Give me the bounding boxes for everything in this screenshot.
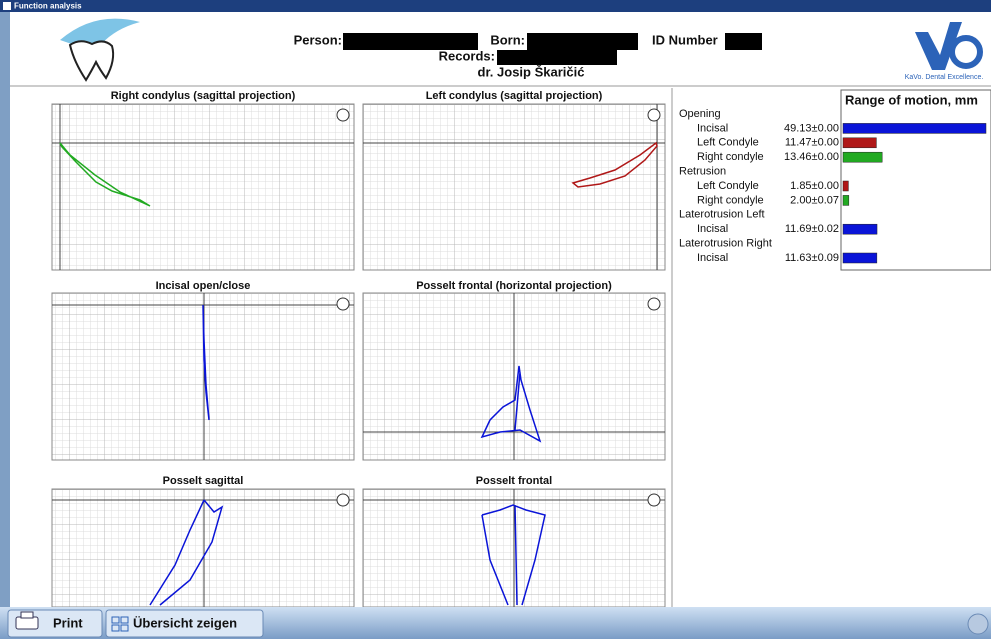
traces (59, 141, 658, 606)
id-label: ID Number (652, 32, 718, 47)
item-label: Incisal (697, 252, 728, 264)
bar (842, 195, 850, 206)
bar-frame (840, 89, 991, 271)
plot-icon (647, 108, 661, 122)
overview-button[interactable]: Übersicht zeigen (105, 609, 264, 638)
group-label: Laterotrusion Right (679, 238, 772, 250)
range-of-motion: Opening Incisal 49.13±0.00 Left Condyle 11.4… (679, 108, 987, 264)
plot-title: Posselt frontal (476, 475, 552, 487)
value-label: 11.63±0.09 (785, 252, 839, 264)
plot-grid (362, 103, 666, 271)
redaction (527, 33, 638, 50)
bar (842, 180, 849, 192)
redaction (343, 33, 478, 50)
trace (481, 504, 546, 606)
print-label[interactable]: Print (53, 615, 83, 630)
trace (149, 499, 224, 606)
group-label: Laterotrusion Left (679, 209, 765, 221)
value-label: 13.46±0.00 (784, 151, 839, 163)
item-label: Incisal (697, 122, 728, 134)
item-label: Left Condyle (697, 137, 759, 149)
tooth-logo (60, 18, 140, 82)
bar (842, 252, 878, 264)
bar (842, 223, 878, 235)
redaction (725, 33, 762, 50)
trace (571, 141, 658, 188)
window-icon (3, 2, 11, 10)
plot-title: Posselt sagittal (163, 475, 244, 487)
born-label: Born: (490, 32, 525, 47)
plots: Right condylus (sagittal projection) Left… (51, 90, 666, 608)
plot-icon (647, 493, 661, 507)
item-label: Right condyle (697, 151, 764, 163)
plot-title: Right condylus (sagittal projection) (111, 90, 296, 102)
window-title: Function analysis (14, 2, 82, 11)
value-label: 49.13±0.00 (784, 122, 839, 134)
plot-icon (647, 297, 661, 311)
doctor-name: dr. Josip Škaričić (478, 64, 585, 79)
trace (202, 304, 210, 421)
info-button[interactable] (967, 613, 989, 635)
overview-label[interactable]: Übersicht zeigen (133, 615, 237, 630)
value-label: 11.69±0.02 (785, 223, 839, 235)
group-label: Opening (679, 108, 721, 120)
plot-grid (51, 488, 355, 608)
value-label: 2.00±0.07 (790, 194, 839, 206)
trace (59, 142, 151, 207)
plot-title: Incisal open/close (156, 280, 251, 292)
records-label: Records: (439, 48, 495, 63)
title-bar (0, 0, 991, 12)
item-label: Incisal (697, 223, 728, 235)
redaction (497, 50, 617, 65)
value-label: 11.47±0.00 (785, 137, 839, 149)
bar (842, 137, 877, 149)
range-title: Range of motion, mm (845, 92, 978, 107)
trace (480, 365, 542, 443)
plot-icon (336, 297, 350, 311)
plot-grid (51, 103, 355, 271)
plot-icon (336, 108, 350, 122)
person-label: Person: (294, 32, 342, 47)
item-label: Left Condyle (697, 180, 759, 192)
item-label: Right condyle (697, 194, 764, 206)
plot-title: Left condylus (sagittal projection) (426, 90, 603, 102)
brand-text: KaVo. Dental Excellence. (905, 74, 984, 81)
kavo-logo (915, 22, 983, 70)
group-label: Retrusion (679, 166, 726, 178)
plot-title: Posselt frontal (horizontal projection) (416, 280, 612, 292)
plot-icon (336, 493, 350, 507)
bar (842, 151, 883, 163)
value-label: 1.85±0.00 (790, 180, 839, 192)
print-button[interactable]: Print (7, 609, 103, 638)
bar (842, 123, 987, 134)
